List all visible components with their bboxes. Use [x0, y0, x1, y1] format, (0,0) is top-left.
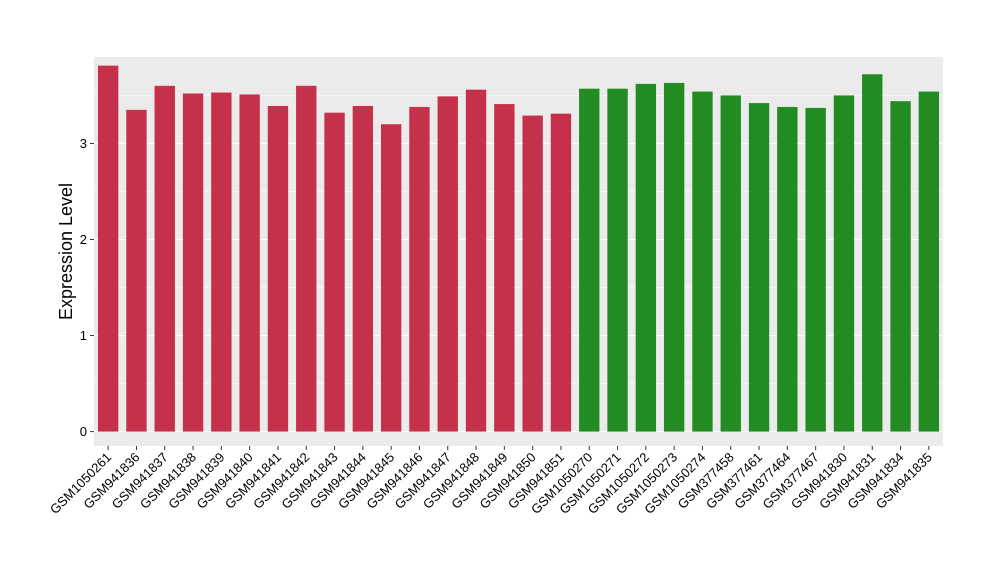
- x-axis: GSM1050261GSM941836GSM941837GSM941838GSM…: [47, 446, 935, 517]
- bar-GSM941847: [437, 96, 458, 432]
- y-tick-label: 1: [80, 328, 87, 343]
- y-tick-label: 0: [80, 424, 87, 439]
- bar-GSM941843: [324, 112, 345, 432]
- bar-GSM941850: [522, 115, 543, 432]
- bar-GSM941842: [296, 85, 317, 432]
- bar-GSM941848: [465, 89, 487, 432]
- plot-panel: [94, 57, 943, 446]
- bar-GSM1050270: [579, 88, 600, 432]
- bar-GSM941830: [833, 95, 855, 432]
- bar-GSM1050273: [663, 82, 685, 432]
- bar-GSM377467: [805, 107, 826, 432]
- bar-GSM377461: [748, 103, 770, 432]
- grid-lines: [94, 95, 943, 433]
- bar-GSM941838: [182, 93, 204, 432]
- bar-GSM941834: [890, 101, 911, 432]
- bar-GSM1050271: [607, 88, 628, 432]
- bar-GSM1050272: [635, 83, 657, 432]
- bar-GSM941849: [494, 104, 515, 432]
- bar-GSM941841: [267, 105, 289, 432]
- bar-GSM941837: [154, 85, 175, 432]
- y-tick-label: 3: [80, 136, 87, 151]
- bar-GSM941839: [211, 92, 232, 432]
- bar-GSM941846: [409, 106, 430, 432]
- bar-GSM941835: [918, 91, 940, 432]
- y-axis-label: Expression Level: [56, 183, 76, 320]
- bar-GSM941831: [862, 74, 883, 432]
- bar-GSM941845: [380, 124, 402, 432]
- bar-GSM941836: [126, 109, 147, 432]
- bar-GSM377464: [777, 106, 798, 432]
- bar-GSM1050261: [97, 65, 119, 432]
- bars: [97, 65, 940, 432]
- y-tick-label: 2: [80, 232, 87, 247]
- bar-GSM941840: [239, 94, 260, 432]
- y-axis: 0 1 2 3: [80, 136, 94, 439]
- bar-GSM941844: [352, 105, 374, 432]
- bar-GSM941851: [550, 113, 572, 432]
- bar-GSM377458: [720, 95, 741, 432]
- bar-GSM1050274: [692, 91, 713, 432]
